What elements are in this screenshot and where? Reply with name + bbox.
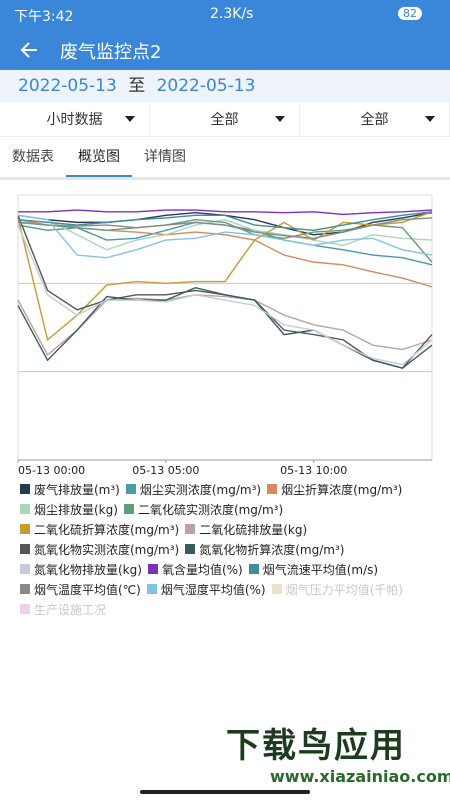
legend-item[interactable]: 氧含量均值(%) — [147, 560, 243, 578]
app-bar: 废气监控点2 — [0, 30, 450, 70]
series-line — [17, 221, 433, 266]
legend-item[interactable]: 烟尘排放量(kg) — [20, 500, 118, 518]
legend-item[interactable]: 生产设施工况 — [20, 600, 106, 618]
legend-label: 二氧化硫排放量(kg) — [199, 522, 308, 537]
filter-dropdown[interactable]: 全部 — [300, 102, 450, 136]
legend-item[interactable]: 烟尘实测浓度(mg/m³) — [125, 480, 262, 498]
watermark-url: www.xiazainiao.com — [270, 767, 450, 786]
date-range[interactable]: 2022-05-13 至 2022-05-13 — [0, 70, 450, 102]
legend-swatch — [185, 544, 196, 554]
battery: 82 — [398, 7, 422, 20]
series-line — [17, 294, 433, 356]
start-date[interactable]: 2022-05-13 — [18, 76, 117, 96]
legend-item[interactable]: 二氧化硫折算浓度(mg/m³) — [20, 520, 179, 538]
legend-item[interactable]: 氮氧化物实测浓度(mg/m³) — [20, 540, 179, 558]
legend-swatch — [123, 504, 134, 514]
legend-item[interactable]: 烟气流速平均值(m/s) — [248, 560, 379, 578]
x-tick-label: 05-13 00:00 — [18, 464, 85, 477]
filter-dropdown[interactable]: 小时数据 — [0, 102, 150, 136]
legend-swatch — [20, 524, 30, 534]
legend-label: 烟尘折算浓度(mg/m³) — [281, 482, 403, 497]
legend-label: 废气排放量(m³) — [34, 482, 120, 497]
legend: 废气排放量(m³) 烟尘实测浓度(mg/m³) 烟尘折算浓度(mg/m³) 烟尘排放量… — [20, 480, 440, 618]
legend-swatch — [271, 584, 282, 594]
tabs: 数据表 概览图 详情图 — [0, 137, 450, 180]
legend-item[interactable]: 废气排放量(m³) — [20, 480, 120, 498]
tab[interactable]: 概览图 — [66, 137, 132, 177]
series-line — [18, 209, 433, 216]
end-date[interactable]: 2022-05-13 — [156, 76, 256, 96]
legend-label: 烟尘排放量(kg) — [34, 502, 118, 517]
legend-swatch — [185, 524, 196, 534]
legend-swatch — [20, 564, 30, 574]
separator: 至 — [128, 76, 146, 96]
legend-swatch — [20, 544, 30, 554]
back-button[interactable] — [20, 41, 38, 59]
status-bar: 下午3:42 2.3K/s 82 — [0, 0, 450, 30]
page-title: 废气监控点2 — [60, 42, 162, 63]
legend-swatch — [20, 504, 30, 514]
series-line — [17, 211, 433, 232]
legend-label: 烟气湿度平均值(%) — [160, 582, 266, 597]
home-indicator — [140, 790, 310, 794]
filters: 小时数据 全部 全部 — [0, 102, 450, 137]
legend-item[interactable]: 氮氧化物折算浓度(mg/m³) — [185, 540, 344, 558]
series-line — [17, 211, 433, 342]
legend-swatch — [146, 584, 157, 594]
legend-label: 二氧化硫折算浓度(mg/m³) — [34, 522, 180, 537]
legend-label: 生产设施工况 — [34, 602, 107, 617]
legend-label: 烟气流速平均值(m/s) — [262, 562, 379, 577]
legend-swatch — [20, 604, 30, 614]
series-line — [17, 224, 433, 366]
series-line — [17, 219, 433, 288]
legend-label: 氮氧化物排放量(kg) — [34, 562, 142, 577]
legend-label: 氮氧化物折算浓度(mg/m³) — [199, 542, 345, 557]
chart: 05-13 00:00 05-13 05:00 05-13 10:00 — [17, 194, 433, 477]
watermark-brand: 下载鸟应用 — [226, 726, 406, 766]
watermark: 下载鸟应用 www.xiazainiao.com — [222, 718, 450, 798]
legend-swatch — [20, 584, 30, 594]
legend-item[interactable]: 二氧化硫实测浓度(mg/m³) — [123, 500, 284, 518]
legend-item[interactable]: 烟尘折算浓度(mg/m³) — [267, 480, 402, 498]
series-line — [17, 287, 433, 369]
legend-swatch — [147, 564, 158, 574]
legend-item[interactable]: 二氧化硫排放量(kg) — [185, 520, 307, 538]
legend-label: 烟气温度平均值(℃) — [34, 582, 141, 597]
legend-label: 氧含量均值(%) — [161, 562, 243, 577]
legend-swatch — [20, 484, 30, 494]
legend-item[interactable]: 烟气压力平均值(千帕) — [271, 580, 403, 598]
legend-label: 烟气压力平均值(千帕) — [285, 582, 403, 597]
x-tick-label: 05-13 10:00 — [280, 464, 347, 477]
series-line — [17, 214, 433, 259]
legend-label: 二氧化硫实测浓度(mg/m³) — [137, 502, 284, 517]
legend-swatch — [125, 484, 136, 494]
tab[interactable]: 数据表 — [12, 149, 54, 165]
legend-label: 氮氧化物实测浓度(mg/m³) — [34, 542, 180, 557]
legend-swatch — [267, 484, 278, 494]
legend-item[interactable]: 氮氧化物排放量(kg) — [20, 560, 142, 578]
legend-item[interactable]: 烟气温度平均值(℃) — [20, 580, 141, 598]
filter-dropdown[interactable]: 全部 — [150, 102, 300, 136]
legend-item[interactable]: 烟气湿度平均值(%) — [146, 580, 266, 598]
series-line — [17, 217, 433, 239]
time: 下午3:42 — [14, 9, 74, 25]
tab[interactable]: 详情图 — [144, 149, 186, 165]
legend-swatch — [248, 564, 259, 574]
legend-label: 烟尘实测浓度(mg/m³) — [139, 482, 262, 497]
net-speed: 2.3K/s — [210, 6, 254, 22]
x-tick-label: 05-13 05:00 — [132, 464, 199, 477]
